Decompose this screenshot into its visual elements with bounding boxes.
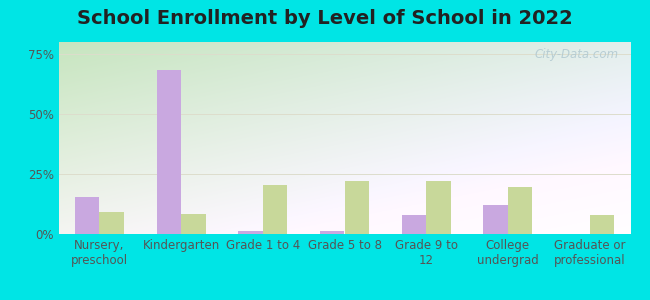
Bar xyxy=(157,70,181,234)
Bar xyxy=(508,187,532,234)
Bar xyxy=(99,212,124,234)
Bar xyxy=(181,214,205,234)
Bar xyxy=(344,181,369,234)
Bar xyxy=(75,197,99,234)
Text: City-Data.com: City-Data.com xyxy=(535,48,619,61)
Bar xyxy=(426,181,450,234)
Bar xyxy=(263,185,287,234)
Bar xyxy=(239,231,263,234)
Text: School Enrollment by Level of School in 2022: School Enrollment by Level of School in … xyxy=(77,9,573,28)
Bar xyxy=(484,205,508,234)
Bar xyxy=(590,215,614,234)
Bar xyxy=(320,231,345,234)
Bar xyxy=(402,215,426,234)
